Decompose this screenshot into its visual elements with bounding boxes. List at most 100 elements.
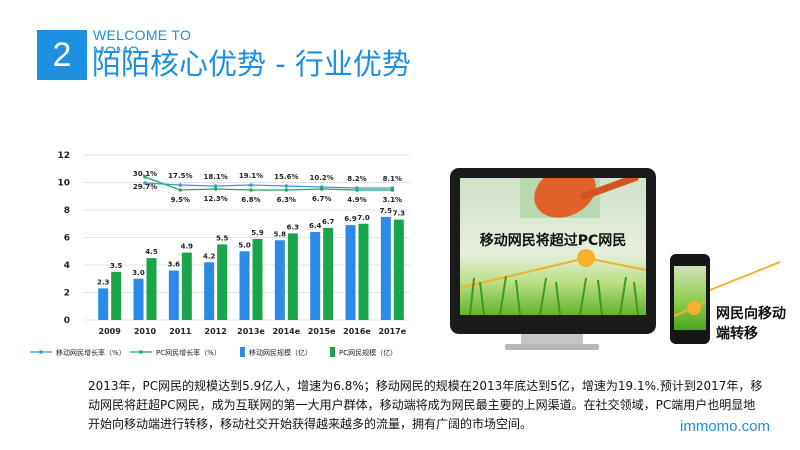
- phone-caption: 网民向移动端转移: [716, 306, 786, 342]
- x-tick-label: 2013e: [237, 327, 265, 336]
- bar-value-label: 6.4: [309, 222, 322, 230]
- description-paragraph: 2013年，PC网民的规模达到5.9亿人，增速为6.8%；移动网民的规模在201…: [88, 379, 763, 431]
- growth-point: [284, 184, 289, 188]
- growth-label: 6.8%: [241, 196, 260, 204]
- growth-label: 19.1%: [239, 172, 263, 180]
- growth-point: [249, 183, 253, 187]
- x-tick-label: 2012: [205, 327, 227, 336]
- growth-point: [213, 187, 218, 191]
- growth-point: [319, 187, 324, 191]
- growth-point: [178, 188, 183, 192]
- section-number-badge: 2: [37, 30, 87, 80]
- bar-mobile: [380, 216, 391, 320]
- x-tick-label: 2011: [169, 327, 192, 336]
- legend-bar-swatch: [330, 347, 335, 357]
- bar-pc: [358, 223, 369, 320]
- growth-label: 12.3%: [204, 195, 228, 203]
- y-tick-label: 4: [64, 261, 70, 271]
- x-tick-label: 2015e: [308, 327, 336, 336]
- bar-mobile: [274, 240, 285, 320]
- legend-label: PC网民规模（亿）: [339, 348, 397, 357]
- bar-pc: [111, 271, 122, 320]
- bar-pc: [217, 244, 228, 320]
- x-tick-label: 2014e: [272, 327, 300, 336]
- watering-can-picture: [460, 178, 646, 315]
- phone-screen: [674, 266, 706, 330]
- bar-pc: [287, 233, 298, 320]
- y-tick-label: 6: [64, 234, 70, 244]
- bar-mobile: [204, 262, 215, 320]
- growth-label: 30.1%: [133, 170, 157, 178]
- bar-value-label: 4.5: [145, 248, 158, 256]
- growth-point: [143, 181, 147, 185]
- bar-value-label: 5.5: [216, 234, 229, 242]
- bar-value-label: 3.5: [110, 262, 123, 270]
- legend-label: 移动网民增长率（%）: [56, 348, 126, 357]
- growth-label: 3.1%: [383, 196, 402, 204]
- welcome-line-2: MOMO: [93, 43, 140, 51]
- phone-picture: [674, 301, 706, 317]
- monitor-screen: 移动网民将超过PC网民: [460, 178, 646, 315]
- y-tick-label: 0: [64, 316, 70, 326]
- growth-label: 29.7%: [133, 183, 157, 191]
- y-tick-label: 8: [64, 206, 70, 216]
- growth-point: [143, 175, 147, 179]
- bar-mobile: [310, 232, 321, 320]
- legend-line-marker: [139, 350, 143, 354]
- bar-pc: [252, 238, 263, 320]
- growth-label: 8.2%: [347, 175, 366, 183]
- monitor-illustration: 移动网民将超过PC网民: [450, 168, 656, 334]
- monitor-stand-neck: [521, 334, 583, 344]
- growth-label: 6.3%: [277, 196, 296, 204]
- welcome-caption: WELCOME TO MOMO: [93, 27, 213, 51]
- growth-line-mobile: [144, 182, 393, 189]
- legend-label: 移动网民规模（亿）: [249, 348, 312, 357]
- bar-value-label: 6.9: [344, 215, 357, 223]
- x-tick-label: 2017e: [378, 327, 406, 336]
- bar-value-label: 7.3: [393, 210, 406, 218]
- bar-pc: [393, 219, 404, 320]
- bar-pc: [181, 252, 192, 320]
- growth-label: 18.1%: [204, 173, 228, 181]
- bar-mobile: [133, 278, 144, 320]
- welcome-line-1: WELCOME TO: [93, 27, 192, 43]
- growth-point: [249, 188, 253, 192]
- internet-users-chart: 0 2 4 6 8 10 12 2.33.5 2009 3.0 4.5 2010 3.6 4.9 2011 4…: [30, 151, 410, 357]
- brand-url: immomo.com: [680, 418, 771, 435]
- bar-mobile: [239, 251, 250, 320]
- bar-value-label: 6.3: [287, 223, 300, 231]
- growth-point: [390, 188, 395, 192]
- page-title: 陌陌核心优势 - 行业优势: [92, 47, 411, 81]
- bar-pc: [146, 258, 157, 320]
- bar-value-label: 7.0: [357, 214, 370, 222]
- phone-illustration: [670, 254, 710, 344]
- y-tick-label: 12: [57, 151, 70, 161]
- bar-mobile: [345, 225, 356, 320]
- monitor-stand-base: [505, 344, 599, 350]
- bar-value-label: 7.5: [380, 207, 393, 215]
- legend-label: PC网民增长率（%）: [156, 348, 221, 357]
- growth-point: [355, 188, 359, 192]
- x-tick-label: 2009: [99, 327, 122, 336]
- growth-label: 8.1%: [383, 175, 402, 183]
- monitor-caption: 移动网民将超过PC网民: [479, 233, 627, 249]
- bar-value-label: 6.7: [322, 218, 335, 226]
- growth-label: 15.6%: [274, 173, 298, 181]
- y-tick-label: 10: [57, 179, 70, 189]
- bar-mobile: [168, 270, 179, 320]
- growth-point: [178, 183, 183, 187]
- growth-label: 17.5%: [168, 172, 192, 180]
- y-tick-label: 2: [64, 289, 70, 299]
- growth-label: 10.2%: [310, 174, 334, 182]
- bar-value-label: 2.3: [97, 278, 110, 286]
- growth-line-pc: [144, 176, 393, 191]
- bar-value-label: 4.9: [181, 243, 194, 251]
- legend-line-marker: [39, 350, 43, 354]
- bar-value-label: 3.6: [168, 261, 181, 269]
- bar-value-label: 3.0: [132, 269, 145, 277]
- bar-mobile: [98, 288, 109, 320]
- growth-label: 6.7%: [312, 195, 331, 203]
- bar-pc: [323, 227, 334, 320]
- growth-point: [284, 188, 289, 192]
- bar-value-label: 5.9: [251, 229, 264, 237]
